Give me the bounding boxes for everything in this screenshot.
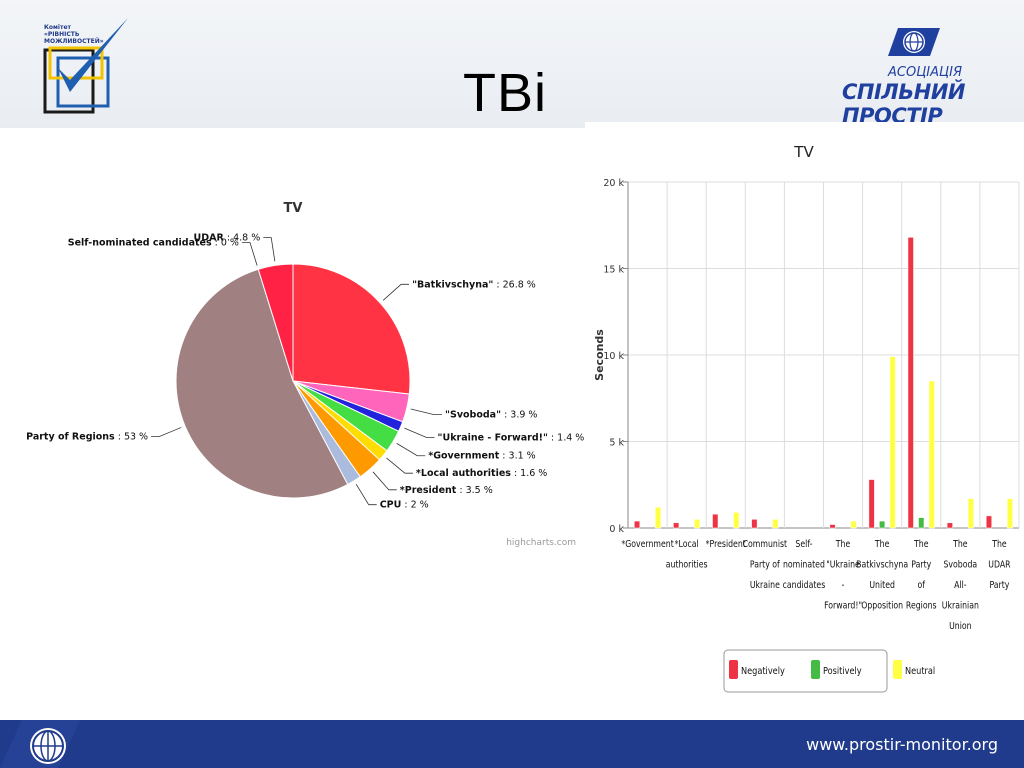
pie-slice-udar[interactable]	[257, 263, 294, 382]
bar-negatively-local-authorities[interactable]	[673, 522, 680, 529]
pie-connector	[410, 408, 443, 415]
right-logo-subtitle: АСОЦІАЦІЯ	[888, 65, 962, 80]
x-tick-label: The Party of Regions	[906, 539, 937, 611]
bar-neutral-the-svoboda-all-ukrainian-union[interactable]	[967, 498, 974, 529]
pie-connector	[151, 427, 182, 438]
x-tick-label: *Government	[621, 539, 674, 550]
checkmark-logo-icon	[43, 18, 128, 114]
right-logo-title: СПІЛЬНИЙ ПРОСТІР	[842, 80, 965, 128]
y-tick-label: 10 k	[603, 351, 624, 362]
pie-label-batkivschyna: "Batkivschyna" : 26.8 %	[412, 279, 536, 290]
pie-label-svoboda: "Svoboda" : 3.9 %	[445, 410, 537, 421]
pie-connector	[263, 237, 276, 262]
bar-negatively-the-ukraine-forward[interactable]	[829, 524, 836, 529]
pie-chart-title: TV	[284, 201, 303, 216]
slide-title: ТВі	[463, 63, 547, 123]
bar-chart-title: TV	[793, 143, 814, 161]
legend-label-negatively[interactable]: Negatively	[741, 666, 785, 677]
pie-label-president: *President : 3.5 %	[400, 485, 493, 496]
bar-negatively-the-svoboda-all-ukrainian-union[interactable]	[946, 522, 953, 529]
pie-connector	[404, 427, 435, 438]
bar-neutral-the-party-of-regions[interactable]	[928, 380, 935, 529]
legend-box	[723, 649, 888, 693]
bar-negatively-president[interactable]	[712, 513, 719, 529]
bar-negatively-communist-party-of-ukraine[interactable]	[751, 519, 758, 529]
pie-connector	[241, 242, 258, 266]
pie-label-government: *Government : 3.1 %	[428, 451, 535, 462]
bar-neutral-the-ukraine-forward[interactable]	[850, 520, 857, 529]
pie-label-self-nominated-candidates: Self-nominated candidates : 0 %	[68, 238, 239, 249]
y-tick-label: 0 k	[609, 524, 624, 535]
y-axis-title: Seconds	[593, 329, 606, 381]
x-tick-label: The Svoboda All-Ukrainian Union	[942, 539, 979, 632]
pie-connector	[372, 471, 397, 491]
y-tick-label: 15 k	[603, 265, 624, 276]
pie-label-local-authorities: *Local authorities : 1.6 %	[416, 468, 547, 479]
legend-label-neutral[interactable]: Neutral	[905, 666, 935, 677]
bar-neutral-communist-party-of-ukraine[interactable]	[772, 519, 779, 529]
x-tick-label: Self-nominated candidates	[783, 539, 826, 591]
bar-positively-the-party-of-regions[interactable]	[918, 517, 925, 529]
legend-label-positively[interactable]: Positively	[823, 666, 862, 677]
footer-url[interactable]: www.prostir-monitor.org	[806, 735, 998, 754]
globe-logo-icon	[888, 28, 940, 56]
pie-connector	[386, 457, 413, 474]
bar-negatively-the-udar-party[interactable]	[985, 515, 992, 529]
footer-band	[0, 720, 1024, 768]
x-tick-label: Communist Party of Ukraine	[743, 539, 788, 591]
x-tick-label: The "Ukraine -Forward!"	[824, 539, 862, 611]
bar-chart: TV Seconds 0 k 5 k 10 k 15 k 20 k *Governmen…	[585, 122, 1024, 702]
bar-neutral-local-authorities[interactable]	[694, 519, 701, 529]
header-band	[0, 0, 1024, 128]
pie-label-udar: UDAR : 4.8 %	[194, 233, 261, 244]
bar-negatively-the-batkivschyna-united-opposition[interactable]	[868, 479, 875, 529]
legend-swatch-negatively[interactable]	[729, 660, 738, 679]
pie-connector	[382, 283, 410, 301]
bar-neutral-the-batkivschyna-united-opposition[interactable]	[889, 356, 896, 529]
bar-positively-the-batkivschyna-united-opposition[interactable]	[879, 520, 886, 529]
pie-connector	[355, 483, 377, 506]
y-tick-label: 20 k	[603, 178, 624, 189]
left-logo-text: Комітет «РІВНІСТЬ МОЖЛИВОСТЕЙ»	[44, 24, 104, 45]
bar-neutral-government[interactable]	[655, 506, 662, 529]
globe-icon	[0, 720, 80, 768]
pie-label-cpu: CPU : 2 %	[380, 500, 429, 511]
x-tick-label: The UDAR Party	[988, 539, 1010, 591]
bar-neutral-president[interactable]	[733, 512, 740, 529]
pie-chart: TV "Batkivschyna" : 26.8 % "Svoboda" : 3.…	[26, 201, 585, 548]
pie-slice-batkivschyna[interactable]	[292, 263, 411, 395]
legend-swatch-neutral[interactable]	[893, 660, 902, 679]
pie-label-ukraine-forward: "Ukraine - Forward!" : 1.4 %	[438, 432, 585, 443]
pie-label-party-of-regions: Party of Regions : 53 %	[26, 432, 148, 443]
chart-credit: highcharts.com	[506, 538, 576, 548]
y-tick-label: 5 k	[609, 438, 624, 449]
legend-swatch-positively[interactable]	[811, 660, 820, 679]
x-tick-label: *President	[706, 539, 747, 550]
pie-slice-party-of-regions[interactable]	[175, 268, 349, 499]
bar-neutral-the-udar-party[interactable]	[1006, 498, 1013, 529]
pie-connector	[396, 443, 426, 457]
bar-negatively-government[interactable]	[634, 520, 641, 529]
x-tick-label: The Batkivschyna United Opposition	[856, 539, 908, 611]
bar-negatively-the-party-of-regions[interactable]	[907, 237, 914, 529]
x-tick-label: *Local authorities	[666, 539, 708, 570]
